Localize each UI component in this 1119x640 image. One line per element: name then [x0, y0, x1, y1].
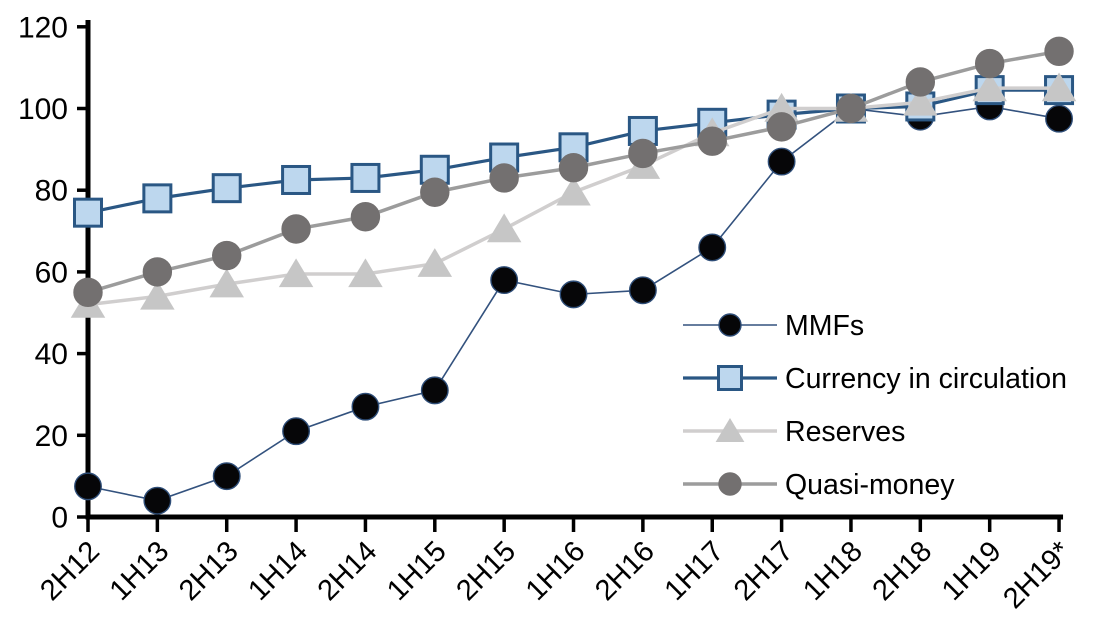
- marker-reserves: [556, 176, 591, 206]
- marker-mmfs: [351, 392, 380, 421]
- x-tick-label: 1H13: [104, 535, 176, 607]
- marker-quasi-money: [212, 240, 242, 271]
- x-tick-label: 1H14: [242, 535, 314, 607]
- x-tick-label: 1H17: [659, 535, 731, 607]
- marker-mmfs: [143, 486, 172, 515]
- legend-label-reserves: Reserves: [785, 416, 905, 448]
- marker-quasi-money: [628, 138, 658, 169]
- marker-mmfs: [420, 376, 449, 405]
- y-tick-label: 20: [35, 420, 68, 453]
- marker-quasi-money: [281, 214, 311, 244]
- marker-reserves: [348, 258, 383, 288]
- legend-marker-quasi-money: [718, 472, 742, 496]
- marker-quasi-money: [905, 67, 936, 97]
- y-tick-label: 100: [18, 93, 68, 126]
- legend-marker-reserves: [715, 418, 745, 442]
- marker-mmfs: [698, 233, 727, 262]
- marker-reserves: [209, 268, 244, 298]
- marker-mmfs: [212, 462, 241, 491]
- x-tick-label: 2H16: [589, 535, 661, 607]
- marker-currency-in-circulation: [281, 164, 312, 195]
- series-quasi-money: [73, 36, 1074, 308]
- marker-currency-in-circulation: [350, 162, 381, 193]
- marker-reserves: [140, 280, 175, 310]
- marker-reserves: [486, 213, 522, 243]
- legend-marker-mmfs: [718, 313, 742, 337]
- x-tick-label: 2H14: [312, 535, 384, 607]
- marker-quasi-money: [697, 126, 727, 156]
- marker-quasi-money: [350, 202, 381, 232]
- legend-item-mmfs: MMFs: [683, 310, 864, 342]
- x-tick-label: 1H16: [520, 535, 592, 607]
- marker-quasi-money: [73, 277, 103, 308]
- marker-currency-in-circulation: [211, 173, 242, 204]
- marker-quasi-money: [836, 93, 866, 124]
- marker-reserves: [972, 72, 1007, 102]
- marker-quasi-money: [142, 257, 173, 287]
- marker-mmfs: [559, 280, 588, 309]
- marker-currency-in-circulation: [142, 183, 173, 214]
- x-tick-label: 1H19: [936, 535, 1008, 607]
- y-tick-label: 40: [35, 338, 68, 371]
- y-tick-label: 80: [35, 175, 68, 208]
- x-tick-label: 2H17: [728, 535, 800, 607]
- legend: MMFs Currency in circulation Reserves Quasi…: [683, 310, 1067, 501]
- x-tick-label: 2H18: [867, 535, 939, 607]
- y-tick-label: 120: [18, 11, 68, 44]
- marker-mmfs: [282, 417, 311, 446]
- legend-item-quasi-money: Quasi-money: [683, 469, 955, 501]
- marker-reserves: [903, 86, 938, 116]
- marker-mmfs: [767, 147, 796, 176]
- marker-mmfs: [628, 276, 657, 305]
- x-tick-label: 1H18: [797, 535, 869, 607]
- marker-quasi-money: [974, 48, 1005, 79]
- marker-mmfs: [1045, 104, 1073, 133]
- marker-reserves: [278, 258, 314, 288]
- marker-quasi-money: [420, 177, 450, 207]
- legend-label-currency-in-circulation: Currency in circulation: [785, 363, 1067, 395]
- marker-quasi-money: [1044, 36, 1074, 67]
- marker-quasi-money: [489, 163, 519, 193]
- x-tick-label: 1H15: [381, 535, 453, 607]
- x-tick-label: 2H13: [173, 535, 245, 607]
- marker-mmfs: [490, 266, 519, 295]
- x-tick-label: 2H19*: [997, 535, 1077, 615]
- marker-quasi-money: [766, 112, 797, 142]
- legend-marker-currency-in-circulation: [717, 365, 743, 391]
- y-tick-label: 60: [35, 256, 68, 289]
- marker-reserves: [417, 248, 453, 277]
- legend-item-reserves: Reserves: [683, 416, 905, 448]
- marker-mmfs: [74, 472, 102, 501]
- marker-currency-in-circulation: [73, 197, 103, 228]
- x-tick-label: 2H15: [450, 535, 522, 607]
- x-tick-label: 2H12: [34, 535, 106, 607]
- y-tick-label: 0: [51, 502, 68, 535]
- marker-quasi-money: [558, 153, 589, 183]
- legend-label-mmfs: MMFs: [785, 310, 864, 342]
- marker-reserves: [1041, 72, 1077, 102]
- legend-label-quasi-money: Quasi-money: [785, 469, 955, 501]
- marker-reserves: [764, 92, 799, 122]
- legend-item-currency-in-circulation: Currency in circulation: [683, 363, 1067, 395]
